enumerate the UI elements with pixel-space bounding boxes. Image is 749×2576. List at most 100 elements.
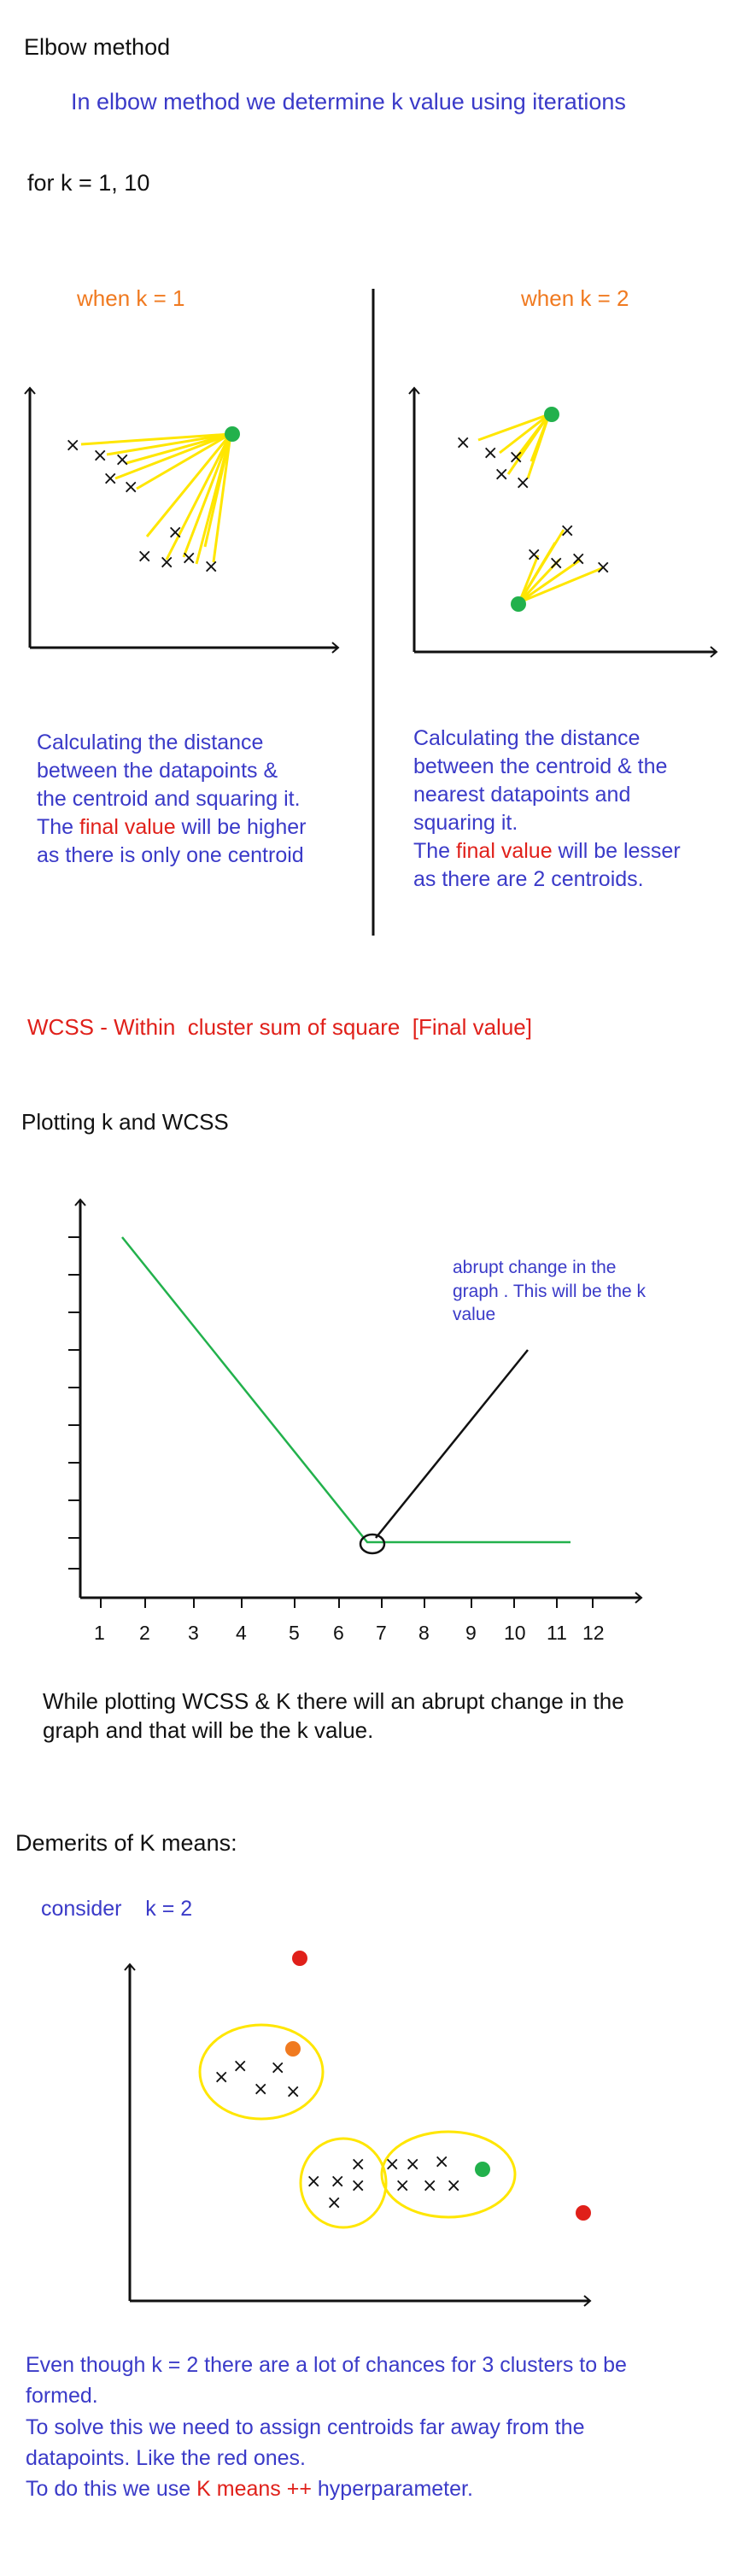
k1-desc-line: the centroid and squaring it. xyxy=(37,787,301,811)
svg-text:×: × xyxy=(455,432,471,454)
k2-final-post: will be lesser xyxy=(552,839,681,863)
svg-text:×: × xyxy=(203,556,219,578)
svg-text:×: × xyxy=(330,2171,345,2192)
svg-text:×: × xyxy=(102,468,118,490)
x-tick-label: 7 xyxy=(376,1622,387,1644)
cluster-ellipse-right xyxy=(380,2130,517,2219)
demerit-line: datapoints. Like the red ones. xyxy=(26,2445,307,2470)
svg-text:×: × xyxy=(214,2067,229,2088)
k1-description: Calculating the distance between the dat… xyxy=(37,729,378,870)
intro-text: In elbow method we determine k value usi… xyxy=(71,89,626,114)
demerit-line: Even though k = 2 there are a lot of cha… xyxy=(26,2353,627,2377)
red-centroid-top xyxy=(292,1951,307,1966)
svg-text:×: × xyxy=(446,2175,461,2197)
orange-centroid xyxy=(285,2041,301,2057)
svg-text:×: × xyxy=(326,2192,342,2214)
svg-text:×: × xyxy=(270,2057,285,2079)
svg-text:×: × xyxy=(515,472,530,494)
svg-text:×: × xyxy=(483,443,498,464)
consider-k: consider k = 2 xyxy=(41,1897,193,1921)
svg-text:×: × xyxy=(306,2171,321,2192)
svg-text:×: × xyxy=(434,2151,449,2173)
x-tick-label: 1 xyxy=(94,1622,105,1644)
k2-final-line: The final value will be lesser xyxy=(413,837,738,866)
k2-label: when k = 2 xyxy=(521,285,629,311)
svg-text:×: × xyxy=(494,464,509,485)
k1-last-line: as there is only one centroid xyxy=(37,843,304,867)
svg-text:×: × xyxy=(395,2175,410,2197)
k1-centroid xyxy=(225,426,240,442)
annotation-line: graph . This will be the k xyxy=(453,1281,647,1301)
svg-text:×: × xyxy=(384,2154,400,2175)
k1-scatter-plot: × × × × × × × × × × xyxy=(24,386,340,654)
svg-text:×: × xyxy=(232,2056,248,2077)
k2-datapoints: × × × × × × × × × × xyxy=(455,432,611,578)
summary-line: graph and that will be the k value. xyxy=(43,1717,374,1744)
x-tick-label: 4 xyxy=(236,1622,247,1644)
svg-text:×: × xyxy=(350,2154,366,2175)
plotting-title: Plotting k and WCSS xyxy=(21,1109,229,1135)
k1-final-pre: The xyxy=(37,815,80,839)
elbow-x-ticks xyxy=(100,1598,594,1608)
svg-text:×: × xyxy=(548,553,564,574)
svg-text:×: × xyxy=(595,557,611,578)
k1-desc-line: between the datapoints & xyxy=(37,759,278,783)
x-tick-label: 9 xyxy=(465,1622,477,1644)
x-tick-label: 10 xyxy=(504,1622,526,1644)
summary-line: While plotting WCSS & K there will an ab… xyxy=(43,1688,624,1714)
k1-final-line: The final value will be higher xyxy=(37,813,378,842)
demerits-title: Demerits of K means: xyxy=(15,1830,237,1856)
annotation-pointer xyxy=(375,1349,529,1539)
k2-desc-line: Calculating the distance xyxy=(413,726,641,750)
x-tick-label: 3 xyxy=(188,1622,199,1644)
svg-text:×: × xyxy=(92,445,108,466)
x-tick-label: 8 xyxy=(418,1622,430,1644)
wcss-definition: WCSS - Within cluster sum of square [Fin… xyxy=(27,1014,532,1040)
x-tick-label: 11 xyxy=(547,1622,567,1644)
wcss-curve xyxy=(121,1236,571,1544)
k2-centroid-top xyxy=(544,407,559,422)
svg-text:×: × xyxy=(159,552,174,573)
k1-distance-lines xyxy=(80,432,232,565)
k2-distance-lines xyxy=(477,413,603,604)
svg-text:×: × xyxy=(285,2081,301,2103)
kmeans-pre: To do this we use xyxy=(26,2477,197,2501)
k2-desc-line: between the centroid & the xyxy=(413,754,668,778)
demerit-explanation: Even though k = 2 there are a lot of cha… xyxy=(26,2350,734,2504)
svg-text:×: × xyxy=(181,548,196,569)
svg-text:×: × xyxy=(422,2175,437,2197)
svg-text:×: × xyxy=(571,549,586,570)
k1-datapoints: × × × × × × × × × × xyxy=(65,435,219,578)
elbow-graph xyxy=(68,1198,643,1608)
svg-text:×: × xyxy=(65,435,80,456)
svg-text:×: × xyxy=(508,447,524,468)
x-tick-label: 2 xyxy=(139,1622,150,1644)
x-tick-label: 6 xyxy=(333,1622,344,1644)
k1-label: when k = 1 xyxy=(77,285,185,311)
k2-description: Calculating the distance between the cen… xyxy=(413,725,738,894)
k2-desc-line: squaring it. xyxy=(413,811,518,835)
svg-text:×: × xyxy=(559,520,575,542)
k2-desc-line: nearest datapoints and xyxy=(413,783,631,807)
svg-text:×: × xyxy=(137,546,152,567)
cluster-ellipse-top xyxy=(198,2023,325,2121)
cluster-ellipse-left xyxy=(299,2137,388,2229)
k2-last-line: as there are 2 centroids. xyxy=(413,867,644,891)
k2-final-pre: The xyxy=(413,839,457,863)
demerits-datapoints: × × × × × × × × × × × × × × × × xyxy=(214,2056,461,2214)
k2-centroid-bottom xyxy=(511,596,526,612)
x-tick-label: 5 xyxy=(289,1622,300,1644)
elbow-summary: While plotting WCSS & K there will an ab… xyxy=(43,1687,726,1746)
demerits-scatter-plot: × × × × × × × × × × × × × × × × xyxy=(124,1951,592,2307)
svg-text:×: × xyxy=(350,2175,366,2197)
svg-text:×: × xyxy=(114,449,130,471)
k1-desc-line: Calculating the distance xyxy=(37,731,264,754)
k1-final-post: will be higher xyxy=(175,815,307,839)
elbow-point-marker xyxy=(359,1533,386,1555)
k1-final-word: final value xyxy=(79,815,176,839)
red-centroid-right xyxy=(576,2205,591,2221)
demerit-line-kmeans: To do this we use K means ++ hyperparame… xyxy=(26,2473,734,2504)
svg-text:×: × xyxy=(123,477,138,498)
svg-text:×: × xyxy=(526,544,541,566)
